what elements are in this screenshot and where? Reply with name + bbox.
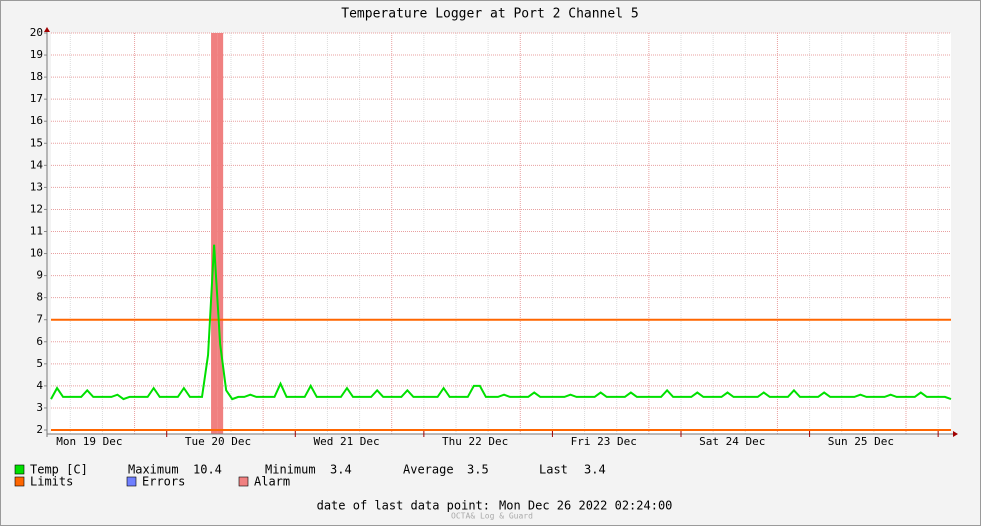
- stat-value: 3.5: [467, 463, 489, 477]
- chart-title: Temperature Logger at Port 2 Channel 5: [341, 7, 638, 22]
- y-tick-label: 10: [30, 247, 43, 260]
- x-tick-label: Thu 22 Dec: [442, 435, 508, 448]
- y-tick-label: 7: [36, 313, 43, 326]
- y-tick-label: 15: [30, 136, 43, 149]
- y-tick-label: 12: [30, 202, 43, 215]
- legend-label: Errors: [142, 475, 185, 489]
- x-tick-label: Sat 24 Dec: [699, 435, 765, 448]
- y-tick-label: 5: [36, 357, 43, 370]
- stat-value: 10.4: [193, 463, 222, 477]
- legend-label: Temp [C]: [30, 463, 88, 477]
- y-tick-label: 9: [36, 269, 43, 282]
- y-tick-label: 20: [30, 26, 43, 39]
- y-tick-label: 19: [30, 48, 43, 61]
- y-tick-label: 11: [30, 225, 43, 238]
- y-tick-label: 18: [30, 70, 43, 83]
- y-tick-label: 16: [30, 114, 43, 127]
- x-tick-label: Wed 21 Dec: [313, 435, 379, 448]
- y-tick-label: 8: [36, 291, 43, 304]
- y-axis-arrow: [44, 27, 50, 32]
- footer-value: Mon Dec 26 2022 02:24:00: [499, 499, 672, 513]
- stat-value: 3.4: [330, 463, 352, 477]
- legend-label: Limits: [30, 475, 73, 489]
- y-tick-label: 2: [36, 423, 43, 436]
- y-tick-label: 6: [36, 335, 43, 348]
- legend: Temp [C] Maximum 10.4 Minimum 3.4 Average 3.5 L…: [14, 463, 606, 489]
- stat-label: Last: [539, 463, 568, 477]
- watermark: OCTA& Log & Guard: [451, 512, 533, 521]
- x-tick-label: Sun 25 Dec: [828, 435, 894, 448]
- alarm-bar: [217, 33, 224, 434]
- x-tick-label: Mon 19 Dec: [56, 435, 122, 448]
- footer-label: date of last data point:: [317, 499, 490, 513]
- y-tick-label: 14: [30, 158, 44, 171]
- stat-label: Maximum: [128, 463, 179, 477]
- x-axis-arrow: [953, 431, 958, 437]
- legend-swatch: [238, 476, 249, 487]
- x-tick-label: Fri 23 Dec: [571, 435, 637, 448]
- x-tick-label: Tue 20 Dec: [185, 435, 251, 448]
- stat-label: Minimum: [265, 463, 316, 477]
- axes: 2 3 4 5 6 7 8 9 10 11 12 13 14 15 16 17 18 19 20 Mon 19 Dec…: [30, 26, 958, 448]
- stat-label: Average: [403, 463, 454, 477]
- legend-label: Alarm: [254, 475, 290, 489]
- y-tick-label: 13: [30, 180, 43, 193]
- y-tick-label: 4: [36, 379, 43, 392]
- plot-area: [51, 33, 951, 434]
- temp-line: [50, 244, 952, 401]
- legend-swatch: [14, 476, 25, 487]
- legend-swatch: [126, 476, 137, 487]
- y-tick-label: 17: [30, 92, 43, 105]
- y-tick-label: 3: [36, 401, 43, 414]
- stat-value: 3.4: [584, 463, 606, 477]
- legend-swatch: [14, 464, 25, 475]
- alarm-bar: [211, 33, 218, 434]
- marks: [50, 33, 952, 434]
